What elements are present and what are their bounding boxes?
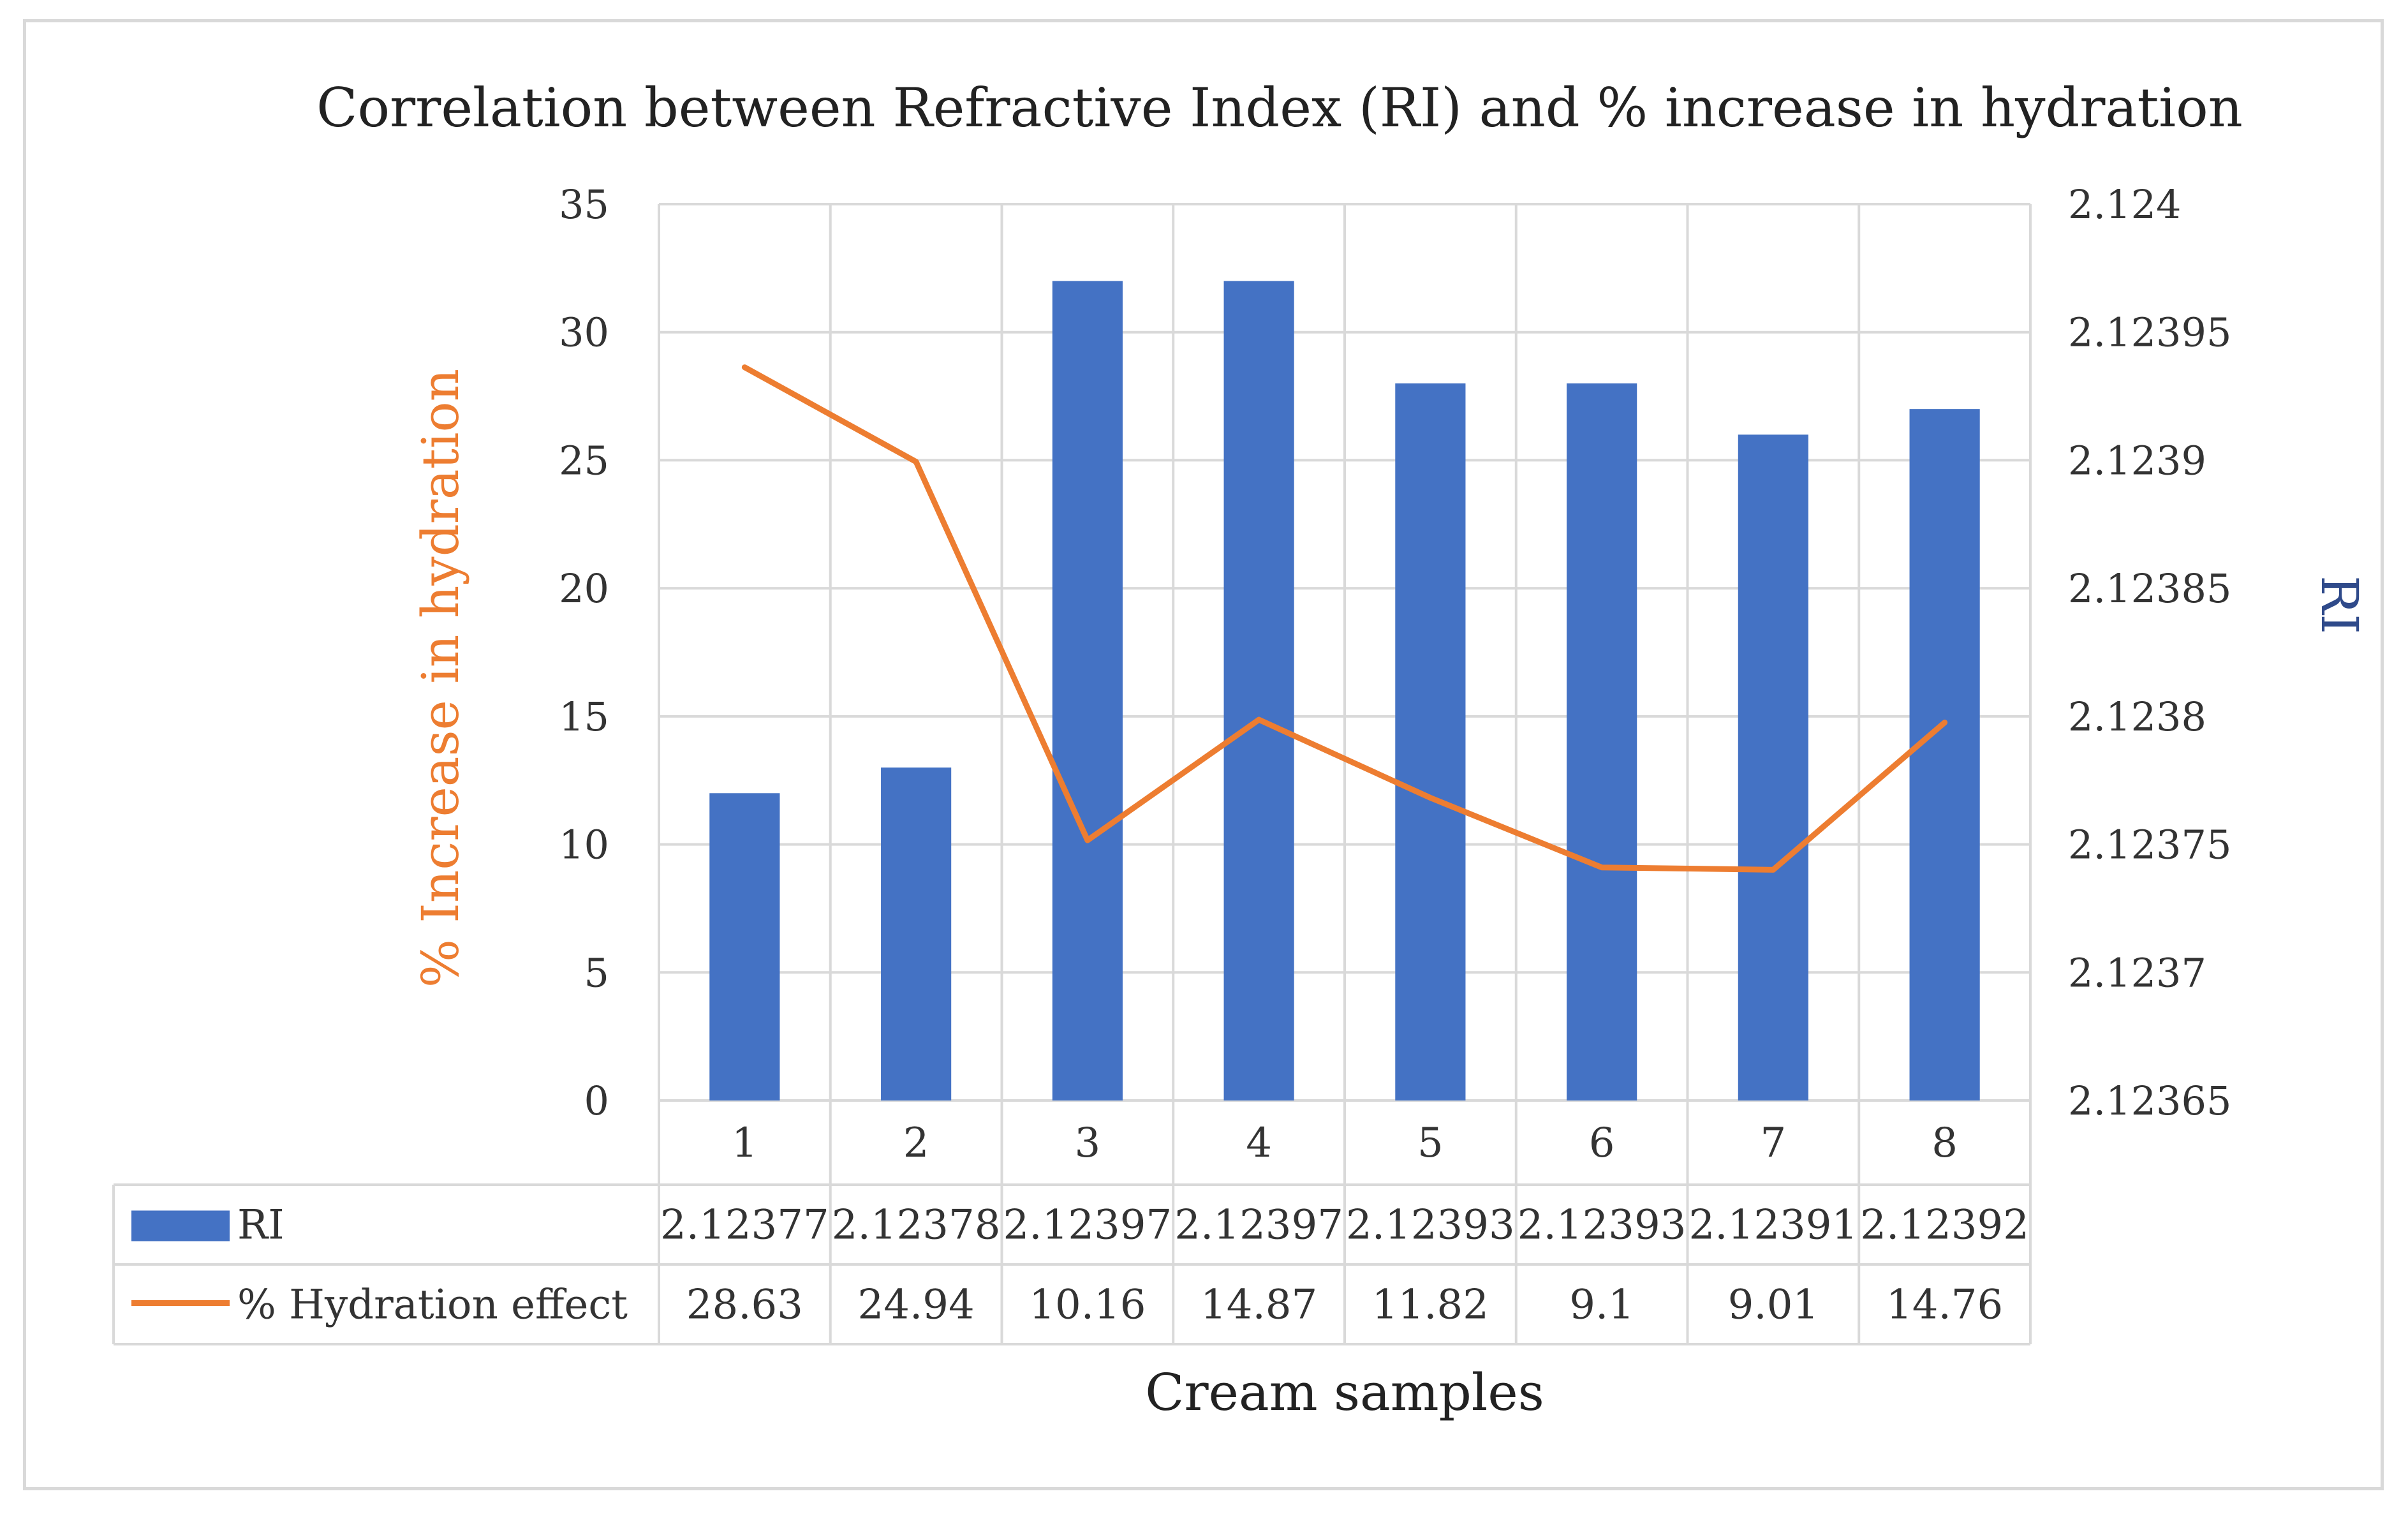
ri-bar xyxy=(1223,281,1294,1100)
left-tick-label: 0 xyxy=(584,1078,609,1124)
ri-value-cell: 2.12392 xyxy=(1860,1202,2029,1249)
ri-value-cell: 2.12393 xyxy=(1518,1202,1687,1249)
ri-value-cell: 2.12397 xyxy=(1003,1202,1172,1249)
chart-frame xyxy=(23,19,2384,1490)
legend-swatch-ri xyxy=(131,1210,230,1241)
category-label: 1 xyxy=(732,1120,758,1167)
hydration-value-cell: 10.16 xyxy=(1029,1282,1146,1329)
legend-label-hydration: % Hydration effect xyxy=(237,1282,628,1329)
ri-bar xyxy=(881,767,952,1100)
hydration-value-cell: 9.1 xyxy=(1569,1282,1634,1329)
ri-bar xyxy=(1395,383,1466,1100)
left-axis-ticks: 0 5 10 15 20 25 30 35 xyxy=(559,181,609,1124)
category-label: 7 xyxy=(1761,1120,1787,1167)
category-label: 8 xyxy=(1932,1120,1958,1167)
right-tick-label: 2.12385 xyxy=(2068,565,2231,612)
left-tick-label: 25 xyxy=(559,437,609,484)
legend-label-ri: RI xyxy=(237,1202,284,1249)
chart-title: Correlation between Refractive Index (RI… xyxy=(316,77,2243,139)
ri-value-cell: 2.12377 xyxy=(660,1202,829,1249)
ri-bar xyxy=(1738,434,1808,1101)
right-tick-label: 2.1239 xyxy=(2068,437,2206,484)
ri-value-cell: 2.12397 xyxy=(1174,1202,1343,1249)
ri-value-cell: 2.12393 xyxy=(1346,1202,1515,1249)
right-tick-label: 2.12395 xyxy=(2068,309,2231,356)
right-tick-label: 2.12365 xyxy=(2068,1078,2231,1124)
right-tick-label: 2.1237 xyxy=(2068,949,2206,996)
hydration-value-cell: 9.01 xyxy=(1728,1282,1819,1329)
left-tick-label: 20 xyxy=(559,565,609,612)
category-label: 3 xyxy=(1075,1120,1101,1167)
x-axis-title: Cream samples xyxy=(1145,1363,1544,1422)
hydration-value-cell: 14.76 xyxy=(1886,1282,2003,1329)
y-right-axis-title: RI xyxy=(2310,575,2369,634)
left-tick-label: 10 xyxy=(559,822,609,868)
hydration-line xyxy=(741,364,1948,873)
hydration-value-cell: 24.94 xyxy=(858,1282,975,1329)
hydration-value-cell: 11.82 xyxy=(1372,1282,1489,1329)
left-tick-label: 15 xyxy=(559,693,609,740)
category-label: 4 xyxy=(1246,1120,1272,1167)
right-tick-label: 2.1238 xyxy=(2068,693,2206,740)
category-label: 2 xyxy=(903,1120,929,1167)
hydration-value-cell: 28.63 xyxy=(686,1282,803,1329)
right-tick-label: 2.124 xyxy=(2068,181,2182,228)
right-tick-label: 2.12375 xyxy=(2068,822,2231,868)
ri-bar xyxy=(1909,409,1980,1101)
ri-value-cell: 2.12391 xyxy=(1689,1202,1858,1249)
ri-bar xyxy=(1567,383,1637,1100)
category-label: 5 xyxy=(1417,1120,1444,1167)
ri-value-cell: 2.12378 xyxy=(832,1202,1001,1249)
left-tick-label: 30 xyxy=(559,309,609,356)
right-axis-ticks: 2.12365 2.1237 2.12375 2.1238 2.12385 2.1239 2… xyxy=(2068,181,2231,1124)
category-label: 6 xyxy=(1589,1120,1615,1167)
ri-bars xyxy=(709,281,1980,1101)
ri-bar xyxy=(1052,281,1123,1100)
hydration-value-cell: 14.87 xyxy=(1200,1282,1317,1329)
ri-bar xyxy=(709,793,780,1100)
left-tick-label: 35 xyxy=(559,181,609,228)
y-left-axis-title: % Increase in hydration xyxy=(411,369,470,988)
gridlines xyxy=(658,203,2032,1344)
hydration-series-line xyxy=(741,364,1948,873)
data-table: 1 2 3 4 5 6 7 8RI 2.12377 2.12378 2.12397 2.12397 2.… xyxy=(112,1120,2030,1345)
left-tick-label: 5 xyxy=(584,949,609,996)
